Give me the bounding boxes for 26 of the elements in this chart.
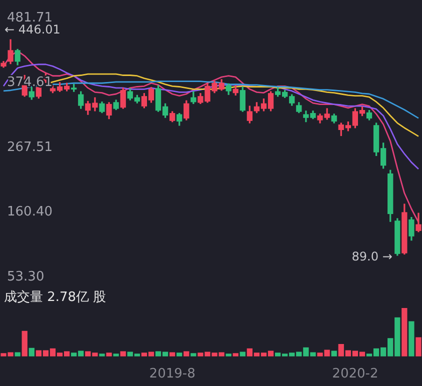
bar bbox=[28, 348, 34, 356]
y-tick-label: 481.71 bbox=[7, 10, 52, 26]
bar bbox=[240, 352, 246, 356]
bar bbox=[416, 337, 422, 356]
text: 成交量 2.78亿 股 bbox=[4, 289, 106, 306]
bar bbox=[113, 354, 119, 356]
bar bbox=[184, 351, 190, 356]
y-tick-label: 53.30 bbox=[7, 269, 44, 284]
bar bbox=[14, 352, 20, 356]
bar bbox=[190, 353, 196, 356]
bar bbox=[169, 352, 176, 356]
bar bbox=[402, 308, 408, 356]
y-tick-label: 267.51 bbox=[7, 140, 52, 155]
bar bbox=[331, 350, 337, 356]
annotation: 89.0 → bbox=[352, 250, 392, 264]
y-tick-label: 160.40 bbox=[7, 204, 52, 220]
bar bbox=[99, 354, 105, 356]
bar bbox=[232, 353, 238, 356]
bar bbox=[176, 352, 182, 356]
bar bbox=[120, 351, 126, 356]
x-tick-label: 2019-8 bbox=[149, 366, 196, 382]
bar bbox=[106, 352, 112, 356]
bar bbox=[22, 330, 28, 356]
x-tick-label: 2020-2 bbox=[332, 366, 378, 382]
annotation: ← 446.01 bbox=[4, 22, 60, 37]
bar bbox=[408, 321, 414, 356]
